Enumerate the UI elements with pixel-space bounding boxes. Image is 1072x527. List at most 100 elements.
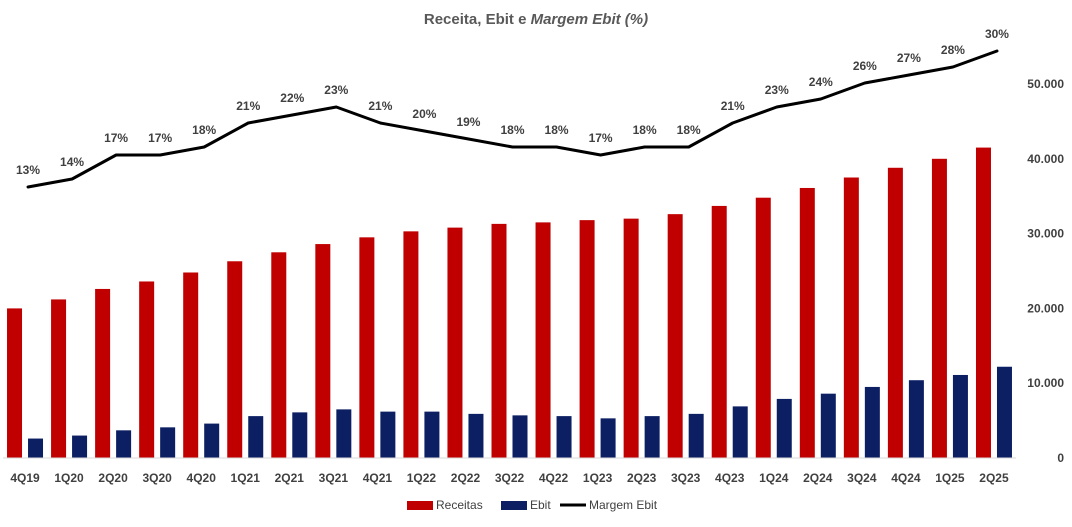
y-tick-label: 10.000 xyxy=(1027,376,1064,390)
bar-ebit-3Q23 xyxy=(688,413,704,458)
bar-ebit-4Q22 xyxy=(556,416,572,458)
data-label-margem-2Q25: 30% xyxy=(985,27,1009,41)
legend-swatch-ebit xyxy=(501,501,527,510)
data-label-margem-1Q20: 14% xyxy=(60,155,84,169)
x-tick-label: 1Q23 xyxy=(583,471,613,485)
bar-ebit-2Q25 xyxy=(996,366,1012,458)
line-layer: 13% 14% 17% 17% 18% 21% 22% 23% 21% 20% 19% 18% 18% 1… xyxy=(16,27,1009,189)
x-tick-label: 1Q22 xyxy=(407,471,437,485)
bar-receitas-3Q24 xyxy=(843,177,859,458)
bar-receitas-2Q23 xyxy=(623,218,639,458)
bar-ebit-4Q24 xyxy=(908,380,924,458)
bar-receitas-4Q20 xyxy=(183,272,199,458)
data-label-margem-1Q22: 20% xyxy=(412,107,436,121)
data-label-margem-2Q22: 19% xyxy=(456,115,480,129)
bar-ebit-1Q21 xyxy=(248,416,264,458)
bar-receitas-1Q25 xyxy=(931,158,947,459)
bar-ebit-3Q21 xyxy=(336,409,352,458)
data-label-margem-4Q19: 13% xyxy=(16,163,40,177)
x-tick-label: 2Q24 xyxy=(803,471,833,485)
bar-ebit-4Q23 xyxy=(732,406,748,458)
x-tick-label: 1Q20 xyxy=(54,471,84,485)
bar-ebit-3Q24 xyxy=(864,386,880,458)
data-label-margem-4Q22: 18% xyxy=(545,123,569,137)
bar-receitas-1Q21 xyxy=(227,261,243,458)
bar-ebit-4Q19 xyxy=(28,438,44,458)
bar-ebit-2Q22 xyxy=(468,413,484,458)
axis-layer: 4Q19 1Q20 2Q20 3Q20 4Q20 1Q21 2Q21 3Q21 4Q21 1Q22… xyxy=(3,77,1064,485)
bar-ebit-2Q24 xyxy=(820,393,836,458)
data-label-margem-2Q20: 17% xyxy=(104,131,128,145)
y-tick-label: 30.000 xyxy=(1027,227,1064,241)
bar-receitas-2Q22 xyxy=(447,227,463,458)
bar-ebit-2Q20 xyxy=(116,430,132,458)
bar-receitas-4Q24 xyxy=(887,167,903,458)
legend-label: Ebit xyxy=(530,498,551,512)
data-label-margem-2Q21: 22% xyxy=(280,91,304,105)
x-tick-label: 4Q19 xyxy=(10,471,40,485)
bar-ebit-1Q25 xyxy=(952,374,968,458)
data-label-margem-4Q23: 21% xyxy=(721,99,745,113)
bar-ebit-2Q23 xyxy=(644,416,660,458)
bar-ebit-1Q24 xyxy=(776,398,792,458)
y-tick-label: 0 xyxy=(1057,451,1064,465)
x-tick-label: 2Q20 xyxy=(98,471,128,485)
x-tick-label: 2Q23 xyxy=(627,471,657,485)
x-tick-label: 1Q21 xyxy=(231,471,261,485)
legend-swatch-receitas xyxy=(407,501,433,510)
bar-ebit-1Q23 xyxy=(600,418,616,458)
bar-receitas-3Q20 xyxy=(139,281,155,458)
x-tick-label: 4Q24 xyxy=(891,471,921,485)
bar-receitas-3Q22 xyxy=(491,223,507,458)
data-label-margem-3Q24: 26% xyxy=(853,59,877,73)
bar-ebit-2Q21 xyxy=(292,412,308,458)
y-tick-label: 40.000 xyxy=(1027,152,1064,166)
data-label-margem-4Q20: 18% xyxy=(192,123,216,137)
bar-ebit-1Q22 xyxy=(424,411,440,458)
x-tick-label: 4Q21 xyxy=(363,471,393,485)
bar-receitas-1Q23 xyxy=(579,220,595,458)
data-label-margem-3Q20: 17% xyxy=(148,131,172,145)
x-tick-label: 3Q20 xyxy=(142,471,172,485)
bar-receitas-3Q23 xyxy=(667,214,683,458)
data-label-margem-1Q23: 17% xyxy=(589,131,613,145)
data-label-margem-3Q22: 18% xyxy=(500,123,524,137)
bar-ebit-1Q20 xyxy=(72,435,88,458)
data-label-margem-2Q24: 24% xyxy=(809,75,833,89)
legend: Receitas Ebit Margem Ebit xyxy=(407,498,658,512)
bar-ebit-4Q20 xyxy=(204,423,220,458)
legend-label: Margem Ebit xyxy=(589,498,658,512)
bar-receitas-4Q23 xyxy=(711,205,727,458)
bar-receitas-4Q21 xyxy=(359,237,375,458)
x-tick-label: 3Q21 xyxy=(319,471,349,485)
data-label-margem-4Q21: 21% xyxy=(368,99,392,113)
bar-receitas-2Q24 xyxy=(799,187,815,459)
data-label-margem-3Q21: 23% xyxy=(324,83,348,97)
x-tick-label: 2Q22 xyxy=(451,471,481,485)
bar-ebit-3Q22 xyxy=(512,415,528,458)
bar-receitas-2Q20 xyxy=(95,288,111,458)
bar-receitas-2Q21 xyxy=(271,252,287,458)
line-margem-ebit xyxy=(26,49,999,189)
bar-receitas-1Q22 xyxy=(403,231,419,458)
x-tick-label: 2Q21 xyxy=(275,471,305,485)
x-tick-label: 4Q23 xyxy=(715,471,745,485)
data-label-margem-1Q25: 28% xyxy=(941,43,965,57)
data-label-margem-4Q24: 27% xyxy=(897,51,921,65)
bar-receitas-1Q20 xyxy=(51,299,67,458)
bar-ebit-4Q21 xyxy=(380,411,396,458)
x-tick-label: 4Q20 xyxy=(187,471,217,485)
x-tick-label: 1Q25 xyxy=(935,471,965,485)
legend-label: Receitas xyxy=(436,498,483,512)
data-label-margem-1Q21: 21% xyxy=(236,99,260,113)
chart-title: Receita, Ebit e Margem Ebit (%) xyxy=(424,11,648,28)
x-tick-label: 2Q25 xyxy=(979,471,1009,485)
bar-ebit-3Q20 xyxy=(160,427,176,458)
bars-layer xyxy=(7,147,1012,459)
bar-receitas-3Q21 xyxy=(315,244,331,458)
x-tick-label: 3Q22 xyxy=(495,471,525,485)
bar-receitas-1Q24 xyxy=(755,197,771,459)
bar-receitas-2Q25 xyxy=(975,147,991,458)
